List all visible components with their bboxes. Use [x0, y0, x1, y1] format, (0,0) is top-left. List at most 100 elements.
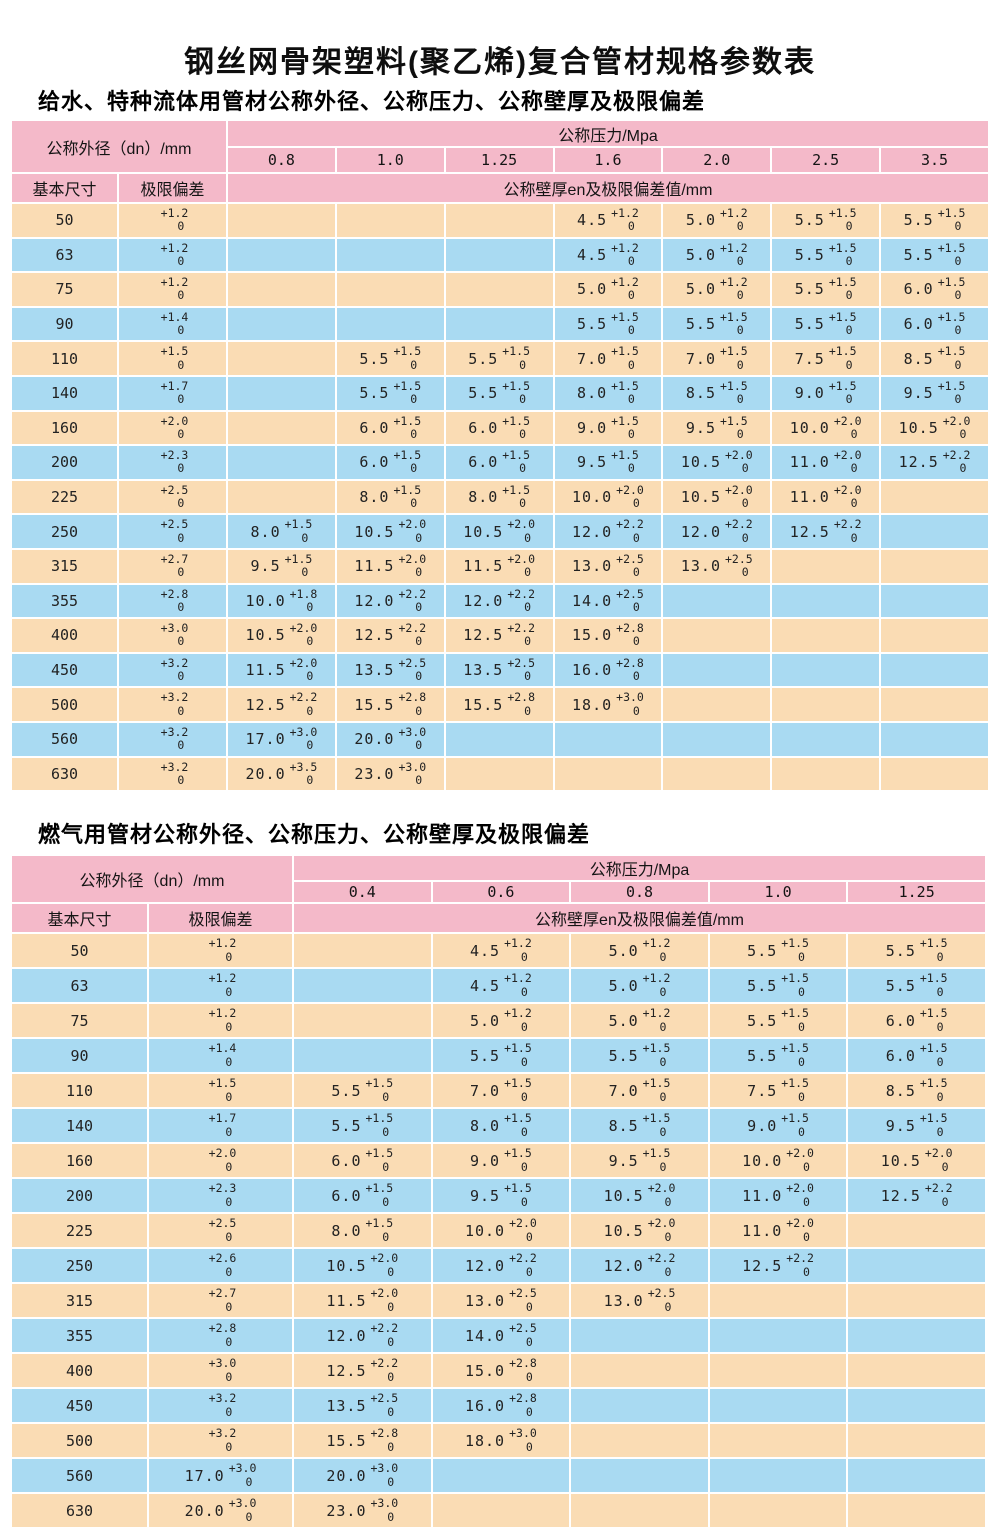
tolerance-lower: 0 — [736, 288, 744, 303]
empty-cell — [879, 617, 990, 654]
tolerance-upper: +2.6 — [208, 1251, 237, 1266]
cell-value: 6.0 — [903, 315, 934, 334]
cell-value: 4.5 — [469, 941, 501, 960]
tolerance-stack: +2.0 0 — [786, 1216, 814, 1244]
cell-value: 5.5 — [469, 1046, 501, 1065]
cell-value: 4.5 — [469, 976, 501, 995]
cell-value: 5.5 — [359, 349, 390, 368]
cell-value: 9.0 — [577, 418, 608, 437]
tolerance-lower: 0 — [415, 565, 423, 580]
tolerance-lower: 0 — [525, 1404, 533, 1419]
tolerance-lower: 0 — [415, 772, 423, 787]
value-cell: 5.0 +1.2 0 — [569, 932, 710, 969]
value-cell: 11.5 +2.0 0 — [226, 651, 337, 689]
tolerance-stack: +1.5 0 — [504, 1042, 532, 1069]
tolerance-stack: +2.5 0 — [616, 587, 644, 614]
tolerance-upper: +2.0 — [833, 413, 862, 428]
value-cell: 7.5 +1.5 0 — [707, 1072, 849, 1109]
cell-value: 13.5 — [463, 661, 504, 680]
tolerance-lower: 0 — [520, 1054, 528, 1069]
value-cell: 5.5 +1.5 0 — [707, 932, 849, 969]
tolerance-upper: +1.5 — [504, 1146, 532, 1161]
tolerance-stack: +2.2 0 — [942, 448, 971, 476]
tolerance-stack: +2.8 0 — [161, 587, 189, 614]
tolerance-lower: 0 — [525, 1299, 533, 1314]
dn-cell: 50 — [10, 932, 149, 969]
table-row: 560 17.0 +3.0 0 20.0 +3.0 0 — [10, 1457, 987, 1494]
tolerance-upper: +2.2 — [942, 448, 971, 463]
tolerance-stack: +3.0 0 — [229, 1497, 257, 1524]
tolerance-upper: +2.0 — [786, 1216, 814, 1231]
cell-value: 12.0 — [463, 591, 504, 610]
tolerance-lower: 0 — [225, 1124, 233, 1139]
dn-cell: 90 — [10, 1037, 149, 1074]
dn-cell: 160 — [10, 1142, 149, 1179]
tolerance-lower: 0 — [519, 461, 526, 476]
tolerance-upper: +1.5 — [393, 448, 422, 463]
cell-value: 5.5 — [885, 976, 916, 995]
cell-value: 5.5 — [747, 976, 778, 995]
empty-cell — [846, 1282, 987, 1319]
cell-value: 10.0 — [572, 488, 613, 507]
cell-value: 8.0 — [331, 1221, 362, 1240]
empty-cell — [770, 547, 882, 585]
cell-value: 20.0 — [245, 764, 286, 783]
tolerance-stack: +1.5 0 — [920, 937, 948, 964]
tolerance-upper: +3.2 — [160, 724, 189, 739]
tolerance-upper: +1.5 — [719, 413, 748, 428]
value-cell: 12.0 +2.2 0 — [430, 1247, 572, 1284]
value-cell: 12.0 +2.2 0 — [552, 513, 664, 550]
cell-value: 11.5 — [326, 1291, 367, 1310]
value-cell: 8.5 +1.5 0 — [661, 374, 773, 412]
tolerance-upper: +3.0 — [289, 724, 318, 739]
tolerance-upper: +1.5 — [937, 206, 966, 221]
tolerance-stack: +3.0 0 — [209, 1357, 237, 1384]
cell-value: 13.5 — [354, 661, 395, 680]
cell-value: 10.5 — [680, 488, 721, 507]
value-cell: 18.0 +3.0 0 — [552, 686, 664, 723]
tolerance-stack: +2.5 0 — [507, 656, 535, 683]
tolerance-stack: +1.5 0 — [393, 483, 421, 510]
tolerance-stack: +2.0 0 — [398, 552, 426, 580]
value-cell: 11.0 +2.0 0 — [770, 478, 882, 516]
value-cell: 11.0 +2.0 0 — [707, 1212, 849, 1249]
tolerance-stack: +2.2 0 — [371, 1357, 399, 1384]
value-cell: 10.5 +2.0 0 — [846, 1142, 987, 1179]
cell-value: 9.5 — [885, 1116, 916, 1135]
table-row: 75 +1.2 0 5.0 +1.2 0 5.0 +1.2 0 5.5 +1.5 0 6.0 +1.5 0 — [10, 1002, 987, 1039]
tolerance-lower: 0 — [387, 1474, 395, 1489]
tolerance-stack: +2.2 0 — [786, 1252, 814, 1279]
tolerance-lower: 0 — [520, 1019, 528, 1034]
dn-cell: 90 — [10, 305, 119, 343]
tolerance-lower: 0 — [387, 1299, 395, 1314]
cell-value: 5.5 — [577, 315, 608, 334]
deviation-cell: +1.5 0 — [117, 340, 228, 377]
cell-value: 5.0 — [608, 976, 639, 995]
tolerance-stack: +2.0 0 — [925, 1147, 953, 1174]
deviation-cell: +1.4 0 — [117, 305, 228, 343]
table-row: 250 +2.6 0 10.5 +2.0 0 12.0 +2.2 0 12.0 +2.2 0 12.5 +… — [10, 1247, 987, 1284]
tolerance-upper: +1.5 — [502, 379, 530, 394]
tolerance-upper: +1.5 — [642, 1076, 671, 1091]
dn-cell: 450 — [10, 1387, 149, 1424]
tolerance-lower: 0 — [627, 392, 635, 407]
tolerance-upper: +1.2 — [611, 206, 639, 221]
tolerance-lower: 0 — [798, 984, 805, 999]
value-cell: 5.5 +1.5 0 — [443, 340, 555, 377]
tolerance-stack: +2.0 0 — [943, 414, 971, 441]
value-cell: 5.5 +1.5 0 — [334, 340, 446, 377]
cell-value: 11.0 — [742, 1221, 783, 1240]
empty-cell — [569, 1352, 710, 1389]
cell-value: 11.5 — [354, 557, 395, 576]
cell-value: 10.5 — [463, 522, 504, 541]
tolerance-lower: 0 — [627, 461, 635, 476]
tolerance-stack: +3.0 0 — [371, 1497, 399, 1524]
cell-value: 16.0 — [464, 1396, 506, 1415]
tolerance-upper: +1.5 — [393, 413, 422, 428]
tolerance-stack: +2.0 0 — [725, 449, 753, 476]
cell-value: 8.0 — [250, 522, 281, 541]
tolerance-stack: +2.0 0 — [507, 552, 535, 579]
tolerance-lower: 0 — [845, 357, 853, 372]
tolerance-lower: 0 — [177, 323, 185, 338]
tolerance-upper: +2.2 — [398, 621, 427, 636]
